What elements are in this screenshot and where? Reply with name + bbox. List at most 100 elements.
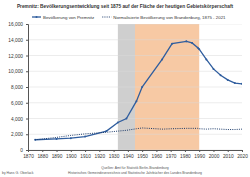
y-tick-label: 16,000	[8, 22, 23, 27]
y-tick: 16,000	[8, 22, 28, 27]
x-tick-mark	[128, 150, 129, 152]
y-tick-mark	[26, 134, 28, 135]
x-tick-mark	[42, 150, 43, 152]
grid-line	[28, 24, 242, 25]
x-tick: 1880	[37, 150, 48, 159]
x-tick-mark	[199, 150, 200, 152]
x-tick: 1980	[180, 150, 191, 159]
x-tick-mark	[99, 150, 100, 152]
grid-line	[28, 134, 242, 135]
x-tick-mark	[171, 150, 172, 152]
series-marker	[84, 136, 86, 138]
series-marker	[171, 43, 173, 45]
y-tick-label: 6,000	[11, 101, 23, 106]
x-tick: 2020	[237, 150, 248, 159]
series-marker	[227, 79, 229, 81]
x-tick: 2000	[209, 150, 220, 159]
x-tick-mark	[185, 150, 186, 152]
y-tick: 6,000	[11, 101, 28, 106]
x-tick: 1870	[23, 150, 34, 159]
x-tick: 1920	[94, 150, 105, 159]
y-tick-mark	[26, 150, 28, 151]
y-tick-mark	[26, 87, 28, 88]
x-tick-mark	[156, 150, 157, 152]
x-tick-mark	[71, 150, 72, 152]
series-marker	[241, 83, 242, 85]
x-tick: 1960	[152, 150, 163, 159]
y-tick-label: 10,000	[8, 69, 23, 74]
x-tick-label: 1970	[166, 154, 177, 159]
series-marker	[191, 42, 193, 44]
x-tick-label: 1940	[123, 154, 134, 159]
x-tick-label: 1880	[37, 154, 48, 159]
series-marker	[56, 138, 58, 140]
y-tick-label: 8,000	[11, 85, 23, 90]
y-tick: 10,000	[8, 69, 28, 74]
y-tick: 2,000	[11, 132, 28, 137]
x-tick-label: 1990	[194, 154, 205, 159]
y-tick: 4,000	[11, 117, 28, 122]
series-marker	[198, 48, 200, 50]
series-marker	[70, 137, 72, 139]
grid-line	[28, 39, 242, 40]
legend-label: Bevölkerung von Premnitz	[43, 15, 94, 20]
series-marker	[212, 68, 214, 70]
x-tick: 2010	[223, 150, 234, 159]
plot-area	[28, 24, 242, 150]
series-marker	[234, 82, 236, 84]
y-tick-label: 4,000	[11, 117, 23, 122]
x-tick-mark	[213, 150, 214, 152]
source-note: Quellen: Amt für Statistik Berlin-Brande…	[101, 166, 169, 170]
x-tick-label: 1910	[80, 154, 91, 159]
grid-line	[28, 55, 242, 56]
y-tick: 14,000	[8, 38, 28, 43]
x-axis: 18701880 1890190019101920 193019401950 1960…	[23, 150, 248, 159]
y-tick-mark	[26, 71, 28, 72]
y-tick: 8,000	[11, 85, 28, 90]
x-tick: 1890	[52, 150, 63, 159]
x-tick-label: 1930	[109, 154, 120, 159]
x-tick: 1900	[66, 150, 77, 159]
chart: 18701880 1890190019101920 193019401950 1960…	[0, 0, 250, 177]
y-tick-label: 12,000	[8, 54, 23, 59]
x-tick-label: 2000	[209, 154, 220, 159]
y-tick: 0	[20, 148, 28, 153]
y-tick-mark	[26, 56, 28, 57]
y-tick-mark	[26, 103, 28, 104]
x-tick-mark	[114, 150, 115, 152]
x-tick-label: 1900	[66, 154, 77, 159]
x-tick-label: 2020	[237, 154, 248, 159]
y-tick-label: 0	[20, 148, 23, 153]
y-tick: 12,000	[8, 54, 28, 59]
author-note: by Hans G. Oberlack	[2, 171, 34, 175]
series-marker	[117, 121, 119, 123]
grid-line	[28, 118, 242, 119]
series-marker	[197, 47, 199, 49]
x-tick-label: 1870	[23, 154, 34, 159]
x-tick-label: 1890	[52, 154, 63, 159]
axis-line	[29, 151, 243, 153]
x-tick-mark	[85, 150, 86, 152]
x-tick-mark	[242, 150, 243, 152]
y-tick-label: 2,000	[11, 132, 23, 137]
y-tick-mark	[26, 119, 28, 120]
grid-line	[28, 71, 242, 72]
x-tick: 1910	[80, 150, 91, 159]
series-marker	[135, 100, 137, 102]
x-tick-label: 1980	[180, 154, 191, 159]
series-marker	[185, 40, 187, 42]
x-tick: 1940	[123, 150, 134, 159]
series-marker	[125, 118, 127, 120]
legend-marker	[36, 16, 38, 18]
series-marker	[141, 86, 143, 88]
x-tick: 1950	[137, 150, 148, 159]
source-note: Historisches Gemeindeverzeichnis und Sta…	[68, 171, 202, 175]
grid-line	[28, 150, 242, 151]
x-tick: 1990	[194, 150, 205, 159]
chart-title: Premnitz: Bevölkerungsentwicklung seit 1…	[17, 4, 234, 9]
x-tick-label: 1960	[152, 154, 163, 159]
x-tick-label: 1950	[137, 154, 148, 159]
x-tick-mark	[228, 150, 229, 152]
y-axis: 0 2,000 4,000 6,000 8,000 10,000 12,000 14,000 1…	[8, 22, 28, 153]
legend-swatch	[102, 17, 111, 18]
